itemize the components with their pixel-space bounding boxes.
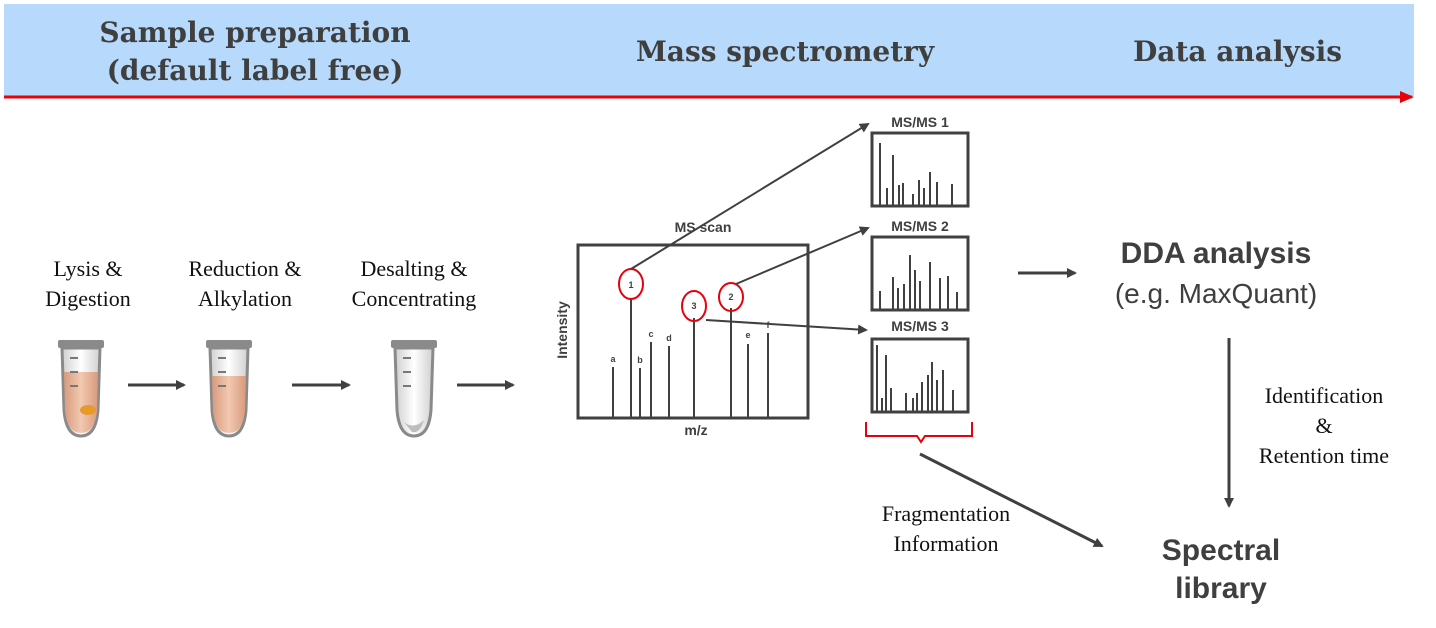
msms-bracket: [865, 422, 973, 444]
precursor-label-2: 2: [728, 292, 733, 302]
msms1-peaks: [879, 143, 953, 206]
spectral-library-label: Spectral library: [1161, 534, 1281, 605]
msms2-peaks: [879, 255, 958, 310]
dda-title: DDA analysis: [1120, 237, 1312, 270]
tube-reduction-icon: [206, 340, 252, 438]
dda-subtitle: (e.g. MaxQuant): [1114, 278, 1318, 309]
msms3-peaks: [876, 345, 954, 412]
arrow-to-msms2: [735, 226, 870, 285]
stage-mass-spectrometry: Mass spectrometry: [635, 35, 935, 68]
peak-label-d: d: [666, 333, 672, 343]
step-desalting-label: Desalting & Concentrating: [351, 256, 477, 311]
arrow-to-msms3: [705, 319, 868, 335]
msms1-title: MS/MS 1: [891, 114, 949, 130]
precursor-label-3: 3: [691, 301, 696, 311]
peak-label-b: b: [637, 355, 643, 365]
peak-label-c: c: [648, 329, 653, 339]
peak-label-f: f: [767, 320, 771, 330]
ms-scan-ylabel: Intensity: [554, 301, 570, 359]
arrow-fragments-to-library: [919, 452, 1104, 548]
arrow-to-msms1: [630, 122, 870, 270]
ms-scan-title: MS scan: [674, 219, 732, 235]
step-lysis-label: Lysis & Digestion: [45, 256, 131, 311]
precursor-circle-3: [681, 290, 707, 322]
stage-data-analysis: Data analysis: [1133, 35, 1342, 68]
peak-label-e: e: [745, 330, 750, 340]
tube-desalting-icon: [391, 340, 437, 438]
stage-sample-preparation: Sample preparation (default label free): [99, 16, 411, 87]
precursor-circle-2: [718, 282, 744, 312]
tube-lysis-icon: [58, 340, 104, 438]
ms-scan-xlabel: m/z: [684, 422, 708, 438]
msms2-title: MS/MS 2: [891, 218, 949, 234]
peak-label-a: a: [610, 354, 616, 364]
ms-scan-peaks: [612, 298, 769, 418]
precursor-label-1: 1: [628, 280, 633, 290]
msms3-title: MS/MS 3: [891, 318, 949, 334]
fragmentation-label: Fragmentation Information: [881, 501, 1011, 556]
stage-banner: [4, 4, 1414, 96]
identification-label: Identification & Retention time: [1258, 383, 1390, 468]
step-reduction-label: Reduction & Alkylation: [188, 256, 302, 311]
